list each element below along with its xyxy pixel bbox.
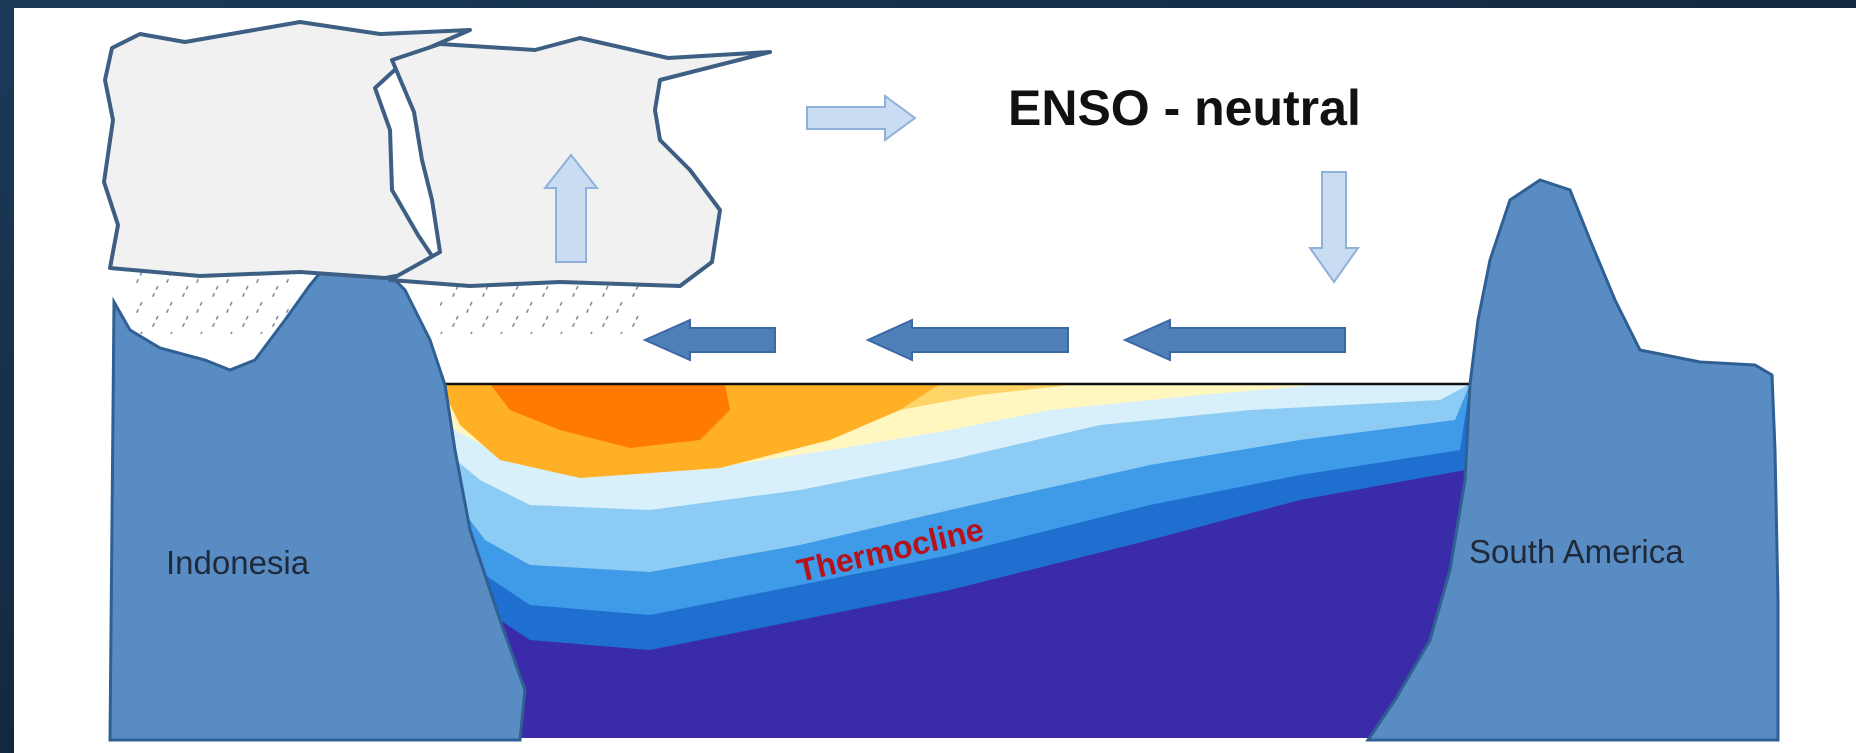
arrow-down-icon (1308, 171, 1360, 284)
south-america-landmass (1365, 178, 1780, 742)
south-america-label: South America (1469, 533, 1684, 570)
diagram-title: ENSO - neutral (1008, 80, 1361, 136)
indonesia-label: Indonesia (166, 544, 310, 581)
arrow-left-icon (642, 318, 1346, 362)
trade-wind-arrow-2 (865, 318, 1069, 362)
trade-wind-arrow-1 (1122, 318, 1346, 362)
arrow-right-icon (806, 94, 917, 142)
cloud-right (388, 36, 772, 288)
arrow-up-icon (542, 153, 600, 263)
cloud-icon (102, 20, 772, 288)
trade-wind-arrow-3 (642, 318, 776, 362)
ocean-temperature-layers (430, 382, 1470, 738)
cloud-left (102, 20, 472, 280)
warm-pool-core (490, 384, 730, 448)
